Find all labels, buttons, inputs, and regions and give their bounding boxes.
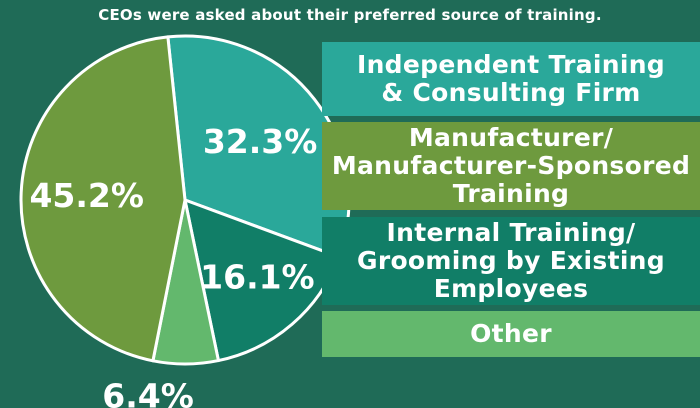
chart-title: CEOs were asked about their preferred so… [98,6,602,24]
slice-value-label: 32.3% [203,122,318,161]
slice-value-label: 45.2% [29,176,144,215]
slice-value-label: 6.4% [102,377,194,408]
pie-slice-manufacturer-manufacturer-sponsored-training [19,35,187,363]
legend-item-internal-training: Internal Training/ Grooming by Existing … [322,217,700,305]
legend-item-other: Other [322,311,700,357]
legend-item-manufacturer-training: Manufacturer/ Manufacturer-Sponsored Tra… [322,122,700,210]
legend-item-independent-training: Independent Training & Consulting Firm [322,42,700,116]
slice-value-label: 16.1% [200,258,315,297]
pie-slice-independent-training-consulting-firm [166,34,351,259]
